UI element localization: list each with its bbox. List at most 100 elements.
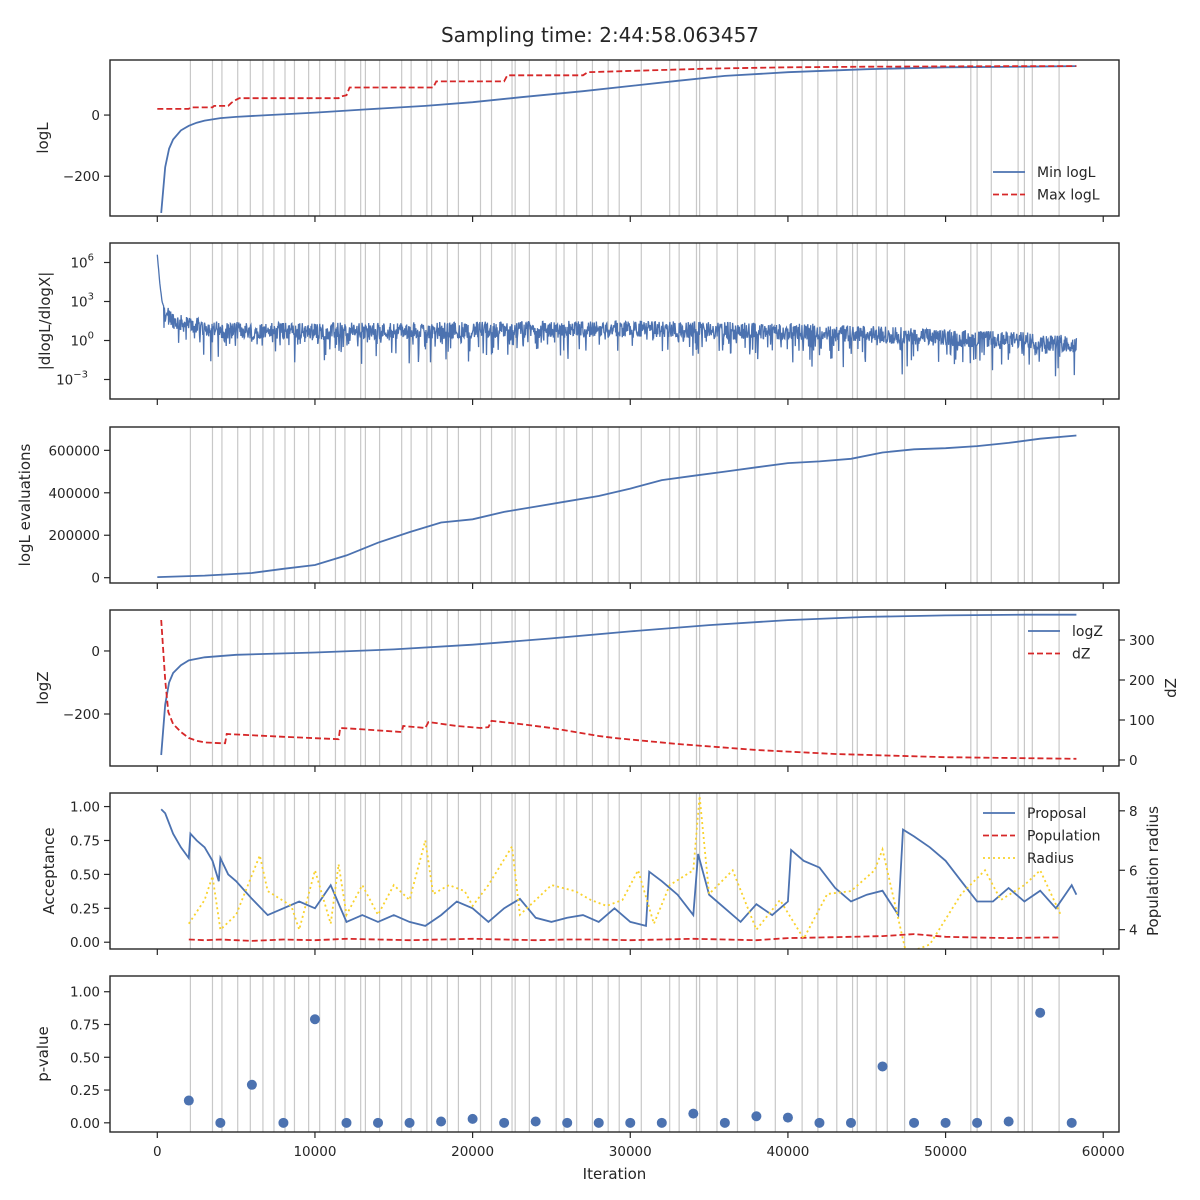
pvalue-point (1066, 1117, 1077, 1128)
legend-label: dZ (1072, 647, 1090, 663)
series-line-dlogl (156, 254, 1078, 377)
pvalue-point (719, 1117, 730, 1128)
pvalue-point (278, 1117, 289, 1128)
figure-title: Sampling time: 2:44:58.063457 (441, 23, 759, 47)
pvalue-point (656, 1117, 667, 1128)
plot-area-logl (157, 60, 1077, 216)
axes-frame (109, 242, 1120, 400)
y-tick-label: 100 (70, 331, 94, 350)
pvalue-point (341, 1117, 352, 1128)
y-tick-label: −200 (63, 169, 100, 185)
y-tick-label: 0.25 (70, 1083, 100, 1099)
pvalue-point (373, 1117, 384, 1128)
y-tick-label: 0.50 (70, 1050, 100, 1066)
pvalue-point (845, 1117, 856, 1128)
plot-area-evals (157, 427, 1077, 583)
pvalue-point (1003, 1116, 1014, 1127)
pvalue-point (562, 1117, 573, 1128)
y-tick-label: 1.00 (70, 985, 100, 1001)
pvalue-point (404, 1117, 415, 1128)
panel-pvalue: 0.00 0.25 0.50 0.75 1.00 0 10000 20000 30000 4000… (34, 975, 1125, 1183)
legend-logz: logZ dZ (1028, 624, 1103, 663)
panel-logz: 0 −200 0 100 200 300 logZ dZ logZ dZ (34, 609, 1180, 772)
panel-evals: 0 200000 400000 600000 logL evaluations (16, 426, 1120, 589)
series-line-max-logl (157, 65, 1077, 110)
panel-dlogl: 106 103 100 10−3|dlogL/dlogX| (36, 242, 1120, 405)
series-line-proposal (160, 808, 1078, 928)
axes-frame (109, 59, 1120, 217)
axes-frame (109, 792, 1120, 950)
series-line-radius (188, 795, 1062, 949)
y2-tick-label: 4 (1129, 923, 1138, 939)
legend-label: Proposal (1027, 806, 1086, 822)
panels: 0 −200 logL Min logL Max logL 106 103 100 10−3|d… (16, 59, 1180, 1183)
y2-tick-label: 6 (1129, 863, 1138, 879)
legend-label: Radius (1027, 851, 1074, 867)
y-tick-label: −200 (63, 707, 100, 723)
y-axis-label: |dlogL/dlogX| (36, 272, 54, 371)
plot-area-logz (160, 610, 1077, 766)
y-tick-label: 10−3 (56, 370, 88, 389)
pvalue-point (909, 1117, 920, 1128)
pvalue-point (940, 1117, 951, 1128)
y2-axis-label: dZ (1162, 678, 1180, 698)
legend-acceptance: Proposal Population Radius (983, 806, 1101, 867)
y-axis-label: logL (34, 122, 52, 154)
pvalue-point (814, 1117, 825, 1128)
panel-acceptance: 0.00 0.25 0.50 0.75 1.00 4 6 8 Acceptance Populat… (40, 792, 1162, 955)
series-line-min-logl (160, 65, 1077, 213)
y-axis-label: logL evaluations (16, 443, 34, 566)
y-tick-label: 600000 (48, 443, 100, 459)
x-tick-label: 60000 (1082, 1144, 1125, 1160)
panel-logl: 0 −200 logL Min logL Max logL (34, 59, 1120, 222)
legend-label: Max logL (1037, 188, 1100, 204)
y-tick-label: 0.25 (70, 901, 100, 917)
pvalue-point (782, 1112, 793, 1123)
pvalue-point (877, 1061, 888, 1072)
y-tick-label: 200000 (48, 528, 100, 544)
y2-tick-label: 0 (1129, 753, 1138, 769)
x-tick-label: 50000 (924, 1144, 967, 1160)
series-line-dz (160, 619, 1077, 760)
y2-tick-label: 200 (1129, 673, 1155, 689)
legend-logl: Min logL Max logL (993, 165, 1100, 204)
y-tick-label: 400000 (48, 486, 100, 502)
legend-label: logZ (1072, 624, 1103, 640)
y2-tick-label: 300 (1129, 633, 1155, 649)
y-tick-label: 0.75 (70, 833, 100, 849)
axes-frame (109, 975, 1120, 1133)
axes-frame (109, 609, 1120, 767)
axes-frame (109, 426, 1120, 584)
series-line-population (188, 933, 1061, 942)
y-tick-label: 0 (91, 644, 100, 660)
y-tick-label: 1.00 (70, 800, 100, 816)
plot-area-dlogl (156, 243, 1078, 399)
y2-axis-label: Population radius (1144, 806, 1162, 936)
pvalue-point (183, 1095, 194, 1106)
plot-area-acceptance (160, 793, 1078, 949)
series-line-evals (157, 434, 1077, 578)
legend-label: Population (1027, 829, 1101, 845)
x-tick-label: 0 (153, 1144, 162, 1160)
series-line-logz (160, 613, 1077, 756)
x-axis-label: Iteration (583, 1165, 647, 1183)
pvalue-point (309, 1014, 320, 1025)
pvalue-point (593, 1117, 604, 1128)
y-tick-label: 0.00 (70, 1116, 100, 1132)
pvalue-point (215, 1117, 226, 1128)
pvalue-point (467, 1113, 478, 1124)
y-tick-label: 0 (91, 571, 100, 587)
pvalue-point (530, 1116, 541, 1127)
x-tick-label: 10000 (293, 1144, 336, 1160)
y2-tick-label: 100 (1129, 713, 1155, 729)
pvalue-point (625, 1117, 636, 1128)
y-tick-label: 0.75 (70, 1018, 100, 1034)
y-tick-label: 0.00 (70, 935, 100, 951)
x-tick-label: 40000 (766, 1144, 809, 1160)
y-tick-label: 106 (70, 253, 94, 272)
y-axis-label: Acceptance (40, 827, 58, 914)
y-axis-label: logZ (34, 671, 52, 704)
x-tick-label: 30000 (609, 1144, 652, 1160)
plot-area-pvalue (183, 976, 1077, 1132)
